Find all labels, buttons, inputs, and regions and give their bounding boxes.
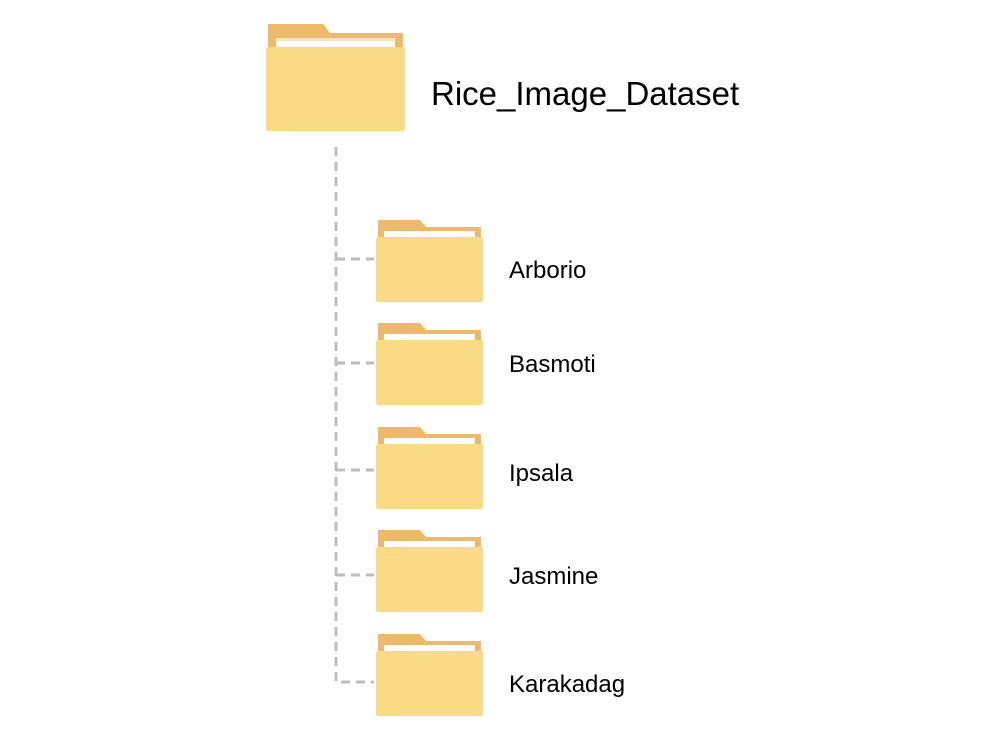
folder-icon [376,220,483,302]
tree-trunk-line [334,147,374,684]
child-folder-label: Jasmine [509,563,599,590]
folder-icon [376,634,483,716]
root-folder-icon [266,24,405,131]
child-folder-label: Arborio [509,257,587,284]
root-folder-label: Rice_Image_Dataset [431,75,740,112]
folder-icon [376,427,483,509]
child-folder-label: Karakadag [509,671,626,698]
child-folder-label: Ipsala [509,460,574,487]
folder-icon [376,530,483,612]
child-folder-label: Basmoti [509,351,596,378]
folder-icon [376,323,483,405]
